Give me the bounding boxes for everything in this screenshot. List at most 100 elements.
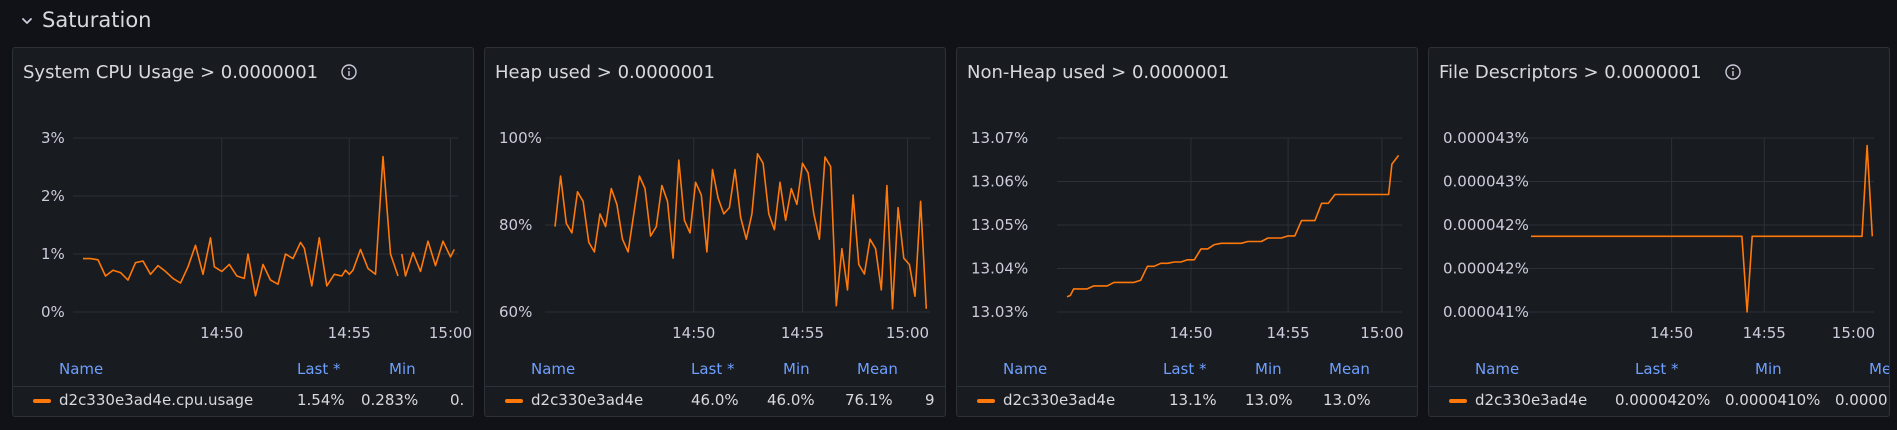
series-color-swatch [33, 399, 51, 403]
x-tick-label: 14:55 [1266, 324, 1309, 342]
legend: Name Last * Min d2c330e3ad4e.cpu.usage 1… [13, 352, 473, 412]
x-tick-label: 15:00 [1360, 324, 1403, 342]
series-line[interactable] [401, 240, 456, 277]
legend-series-row[interactable]: d2c330e3ad4e.cpu.usage 1.54% 0.283% 0. [13, 386, 473, 415]
chart-heap-used[interactable]: 100% 80% 60% 14:50 14:55 15:00 [485, 92, 946, 352]
y-tick-label: 0.000041% [1443, 303, 1529, 321]
panel-title: Heap used > 0.0000001 [495, 61, 715, 83]
legend-series-name: d2c330e3ad4e.cpu.usage [59, 391, 254, 409]
chart-system-cpu[interactable]: 3% 2% 1% 0% 14:50 14:55 15:00 [13, 92, 474, 352]
row-title: Saturation [42, 8, 152, 32]
series-color-swatch [1449, 399, 1467, 403]
panel-header[interactable]: System CPU Usage > 0.0000001 [23, 58, 463, 86]
legend-last-value: 0.0000420% [1615, 391, 1711, 409]
y-tick-label: 13.05% [971, 216, 1028, 234]
legend-col-min[interactable]: Min [1255, 360, 1282, 378]
legend-mean-value: 76.1% [845, 391, 893, 409]
panel-header[interactable]: Non-Heap used > 0.0000001 [967, 58, 1407, 86]
x-tick-label: 14:55 [781, 324, 824, 342]
x-tick-label: 14:50 [200, 324, 243, 342]
legend-col-mean[interactable]: Mean [1329, 360, 1370, 378]
legend-header-row: Name Last * Min Mean [485, 356, 945, 382]
legend-header-row: Name Last * Min Me [1429, 356, 1889, 382]
legend-next-value: 0. [450, 391, 465, 409]
y-tick-label: 2% [41, 187, 65, 205]
legend-col-mean[interactable]: Mean [857, 360, 898, 378]
x-tick-label: 15:00 [886, 324, 929, 342]
panel-heap-used[interactable]: Heap used > 0.0000001 100% 80% 60% 14:50 14:… [484, 47, 946, 417]
x-tick-label: 14:50 [1169, 324, 1212, 342]
panel-title: Non-Heap used > 0.0000001 [967, 61, 1230, 83]
legend-header-row: Name Last * Min [13, 356, 473, 382]
legend-col-min[interactable]: Min [783, 360, 810, 378]
legend-col-name[interactable]: Name [1003, 360, 1048, 378]
x-tick-label: 15:00 [1832, 324, 1875, 342]
legend: Name Last * Min Me d2c330e3ad4e 0.000042… [1429, 352, 1889, 412]
y-tick-label: 80% [499, 216, 532, 234]
y-tick-label: 0.000043% [1443, 129, 1529, 147]
legend-col-name[interactable]: Name [59, 360, 104, 378]
legend: Name Last * Min Mean d2c330e3ad4e 46.0% … [485, 352, 945, 412]
legend-min-value: 13.0% [1245, 391, 1293, 409]
series-line[interactable] [554, 152, 928, 310]
legend-mean-value: 13.0% [1323, 391, 1371, 409]
y-tick-label: 13.06% [971, 173, 1028, 191]
chart-non-heap-used[interactable]: 13.07% 13.06% 13.05% 13.04% 13.03% 14:50 14:55… [957, 92, 1418, 352]
legend-col-last[interactable]: Last * [297, 360, 341, 378]
panels-grid: System CPU Usage > 0.0000001 3% 2% 1% 0% 14:… [12, 47, 1897, 417]
y-tick-label: 0.000042% [1443, 216, 1529, 234]
y-tick-label: 0.000043% [1443, 173, 1529, 191]
series-line[interactable] [1066, 154, 1400, 298]
legend-col-mean[interactable]: Me [1869, 360, 1890, 378]
y-tick-label: 3% [41, 129, 65, 147]
x-tick-label: 14:50 [1650, 324, 1693, 342]
panel-system-cpu[interactable]: System CPU Usage > 0.0000001 3% 2% 1% 0% 14:… [12, 47, 474, 417]
legend-col-name[interactable]: Name [1475, 360, 1520, 378]
legend-min-value: 0.0000410% [1725, 391, 1821, 409]
y-tick-label: 13.04% [971, 260, 1028, 278]
legend-mean-value: 0.0000 [1835, 391, 1888, 409]
row-header-saturation[interactable]: Saturation [0, 0, 151, 40]
series-color-swatch [977, 399, 995, 403]
legend-series-row[interactable]: d2c330e3ad4e 0.0000420% 0.0000410% 0.000… [1429, 386, 1889, 415]
legend-series-row[interactable]: d2c330e3ad4e 13.1% 13.0% 13.0% [957, 386, 1417, 415]
x-tick-label: 14:55 [1743, 324, 1786, 342]
y-tick-label: 1% [41, 245, 65, 263]
y-tick-label: 0.000042% [1443, 260, 1529, 278]
legend-min-value: 0.283% [361, 391, 419, 409]
legend-last-value: 1.54% [297, 391, 345, 409]
legend-col-last[interactable]: Last * [1163, 360, 1207, 378]
legend-col-last[interactable]: Last * [1635, 360, 1679, 378]
x-tick-label: 14:50 [672, 324, 715, 342]
panel-file-descriptors[interactable]: File Descriptors > 0.0000001 0.000043% 0.… [1428, 47, 1890, 417]
legend-series-row[interactable]: d2c330e3ad4e 46.0% 46.0% 76.1% 9 [485, 386, 945, 415]
series-color-swatch [505, 399, 523, 403]
legend-col-name[interactable]: Name [531, 360, 576, 378]
y-tick-label: 100% [499, 129, 542, 147]
panel-header[interactable]: File Descriptors > 0.0000001 [1439, 58, 1879, 86]
series-line[interactable] [83, 155, 399, 297]
info-icon[interactable] [1724, 63, 1742, 81]
panel-non-heap-used[interactable]: Non-Heap used > 0.0000001 13.07% 13.06% 13… [956, 47, 1418, 417]
legend-next-value: 9 [925, 391, 935, 409]
chevron-down-icon[interactable] [20, 13, 34, 27]
legend-col-last[interactable]: Last * [691, 360, 735, 378]
legend-col-min[interactable]: Min [389, 360, 416, 378]
panel-header[interactable]: Heap used > 0.0000001 [495, 58, 935, 86]
legend-col-min[interactable]: Min [1755, 360, 1782, 378]
legend-series-name: d2c330e3ad4e [531, 391, 644, 409]
legend-last-value: 13.1% [1169, 391, 1217, 409]
x-tick-label: 14:55 [328, 324, 371, 342]
y-tick-label: 13.07% [971, 129, 1028, 147]
y-tick-label: 13.03% [971, 303, 1028, 321]
info-icon[interactable] [340, 63, 358, 81]
series-line[interactable] [1531, 144, 1874, 313]
x-tick-label: 15:00 [429, 324, 472, 342]
y-tick-label: 0% [41, 303, 65, 321]
panel-title: File Descriptors > 0.0000001 [1439, 61, 1702, 83]
chart-file-descriptors[interactable]: 0.000043% 0.000043% 0.000042% 0.000042% 0.00… [1429, 92, 1890, 352]
legend-header-row: Name Last * Min Mean [957, 356, 1417, 382]
legend-series-name: d2c330e3ad4e [1475, 391, 1588, 409]
legend: Name Last * Min Mean d2c330e3ad4e 13.1% … [957, 352, 1417, 412]
y-tick-label: 60% [499, 303, 532, 321]
